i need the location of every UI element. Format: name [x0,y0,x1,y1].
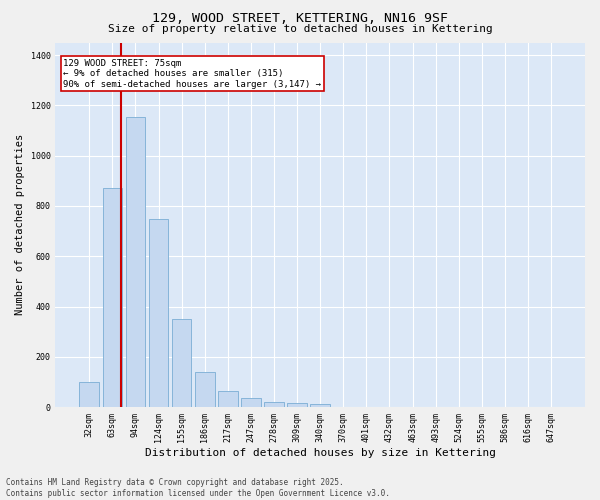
Bar [287,404,307,407]
Y-axis label: Number of detached properties: Number of detached properties [15,134,25,316]
Bar [264,402,284,407]
Bar [241,398,261,407]
Bar [310,404,330,407]
X-axis label: Distribution of detached houses by size in Kettering: Distribution of detached houses by size … [145,448,496,458]
Text: 129, WOOD STREET, KETTERING, NN16 9SF: 129, WOOD STREET, KETTERING, NN16 9SF [152,12,448,26]
Bar [218,392,238,407]
Text: 129 WOOD STREET: 75sqm
← 9% of detached houses are smaller (315)
90% of semi-det: 129 WOOD STREET: 75sqm ← 9% of detached … [64,59,322,88]
Bar [195,372,215,407]
Bar [125,116,145,407]
Bar [172,319,191,407]
Bar [149,218,169,407]
Text: Size of property relative to detached houses in Kettering: Size of property relative to detached ho… [107,24,493,34]
Bar [103,188,122,407]
Bar [79,382,99,407]
Text: Contains HM Land Registry data © Crown copyright and database right 2025.
Contai: Contains HM Land Registry data © Crown c… [6,478,390,498]
